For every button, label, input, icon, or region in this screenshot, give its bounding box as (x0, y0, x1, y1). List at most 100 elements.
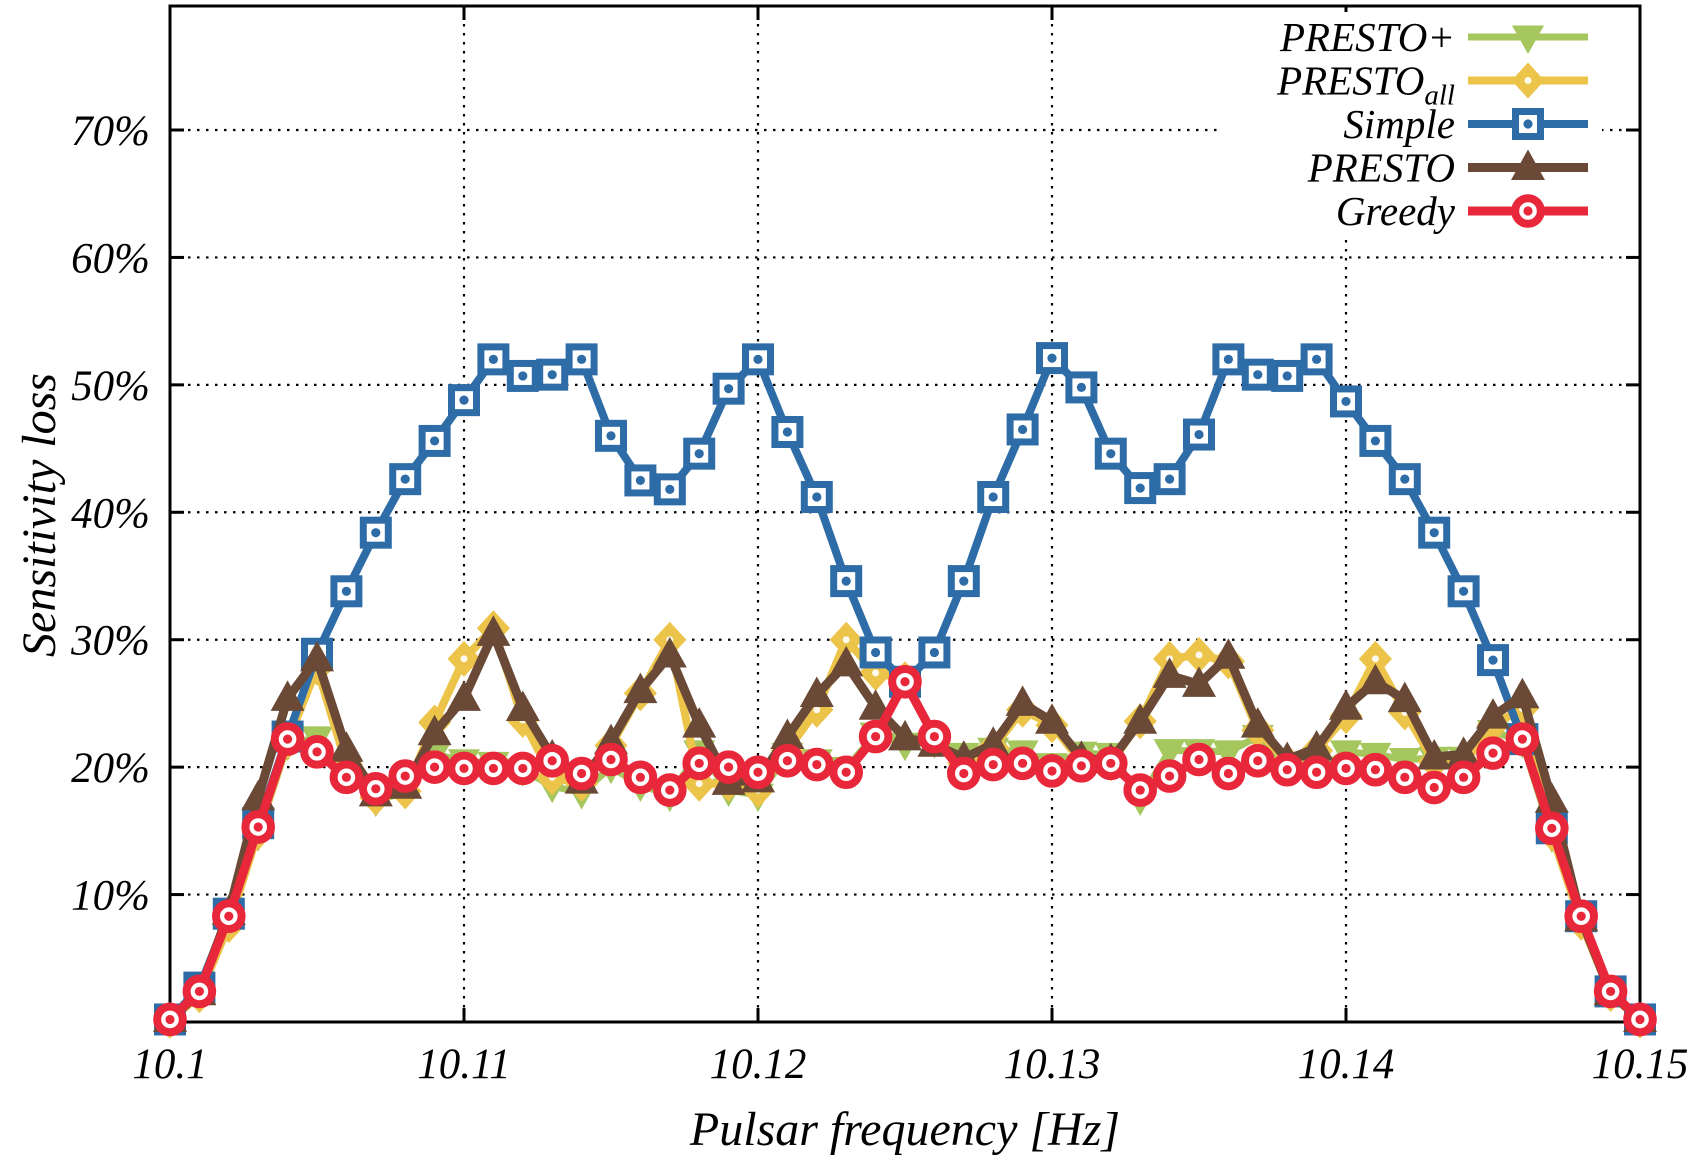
circle-marker-dot (1253, 756, 1263, 766)
triangle-up-marker (1329, 689, 1363, 720)
x-tick-label: 10.13 (1004, 1041, 1101, 1088)
legend-label-PRESTO+: PRESTO+ (1279, 14, 1455, 60)
square-marker (330, 575, 363, 608)
triangle-up-marker (829, 645, 864, 677)
circle-marker-dot (165, 1014, 175, 1025)
circle-marker-dot (782, 756, 793, 766)
square-marker-dot (841, 576, 851, 586)
circle-marker-dot (253, 822, 263, 832)
triangle-up-marker (682, 707, 717, 738)
series-Greedy (153, 664, 1657, 1037)
square-marker-dot (1523, 119, 1533, 129)
circle-marker-dot (1576, 911, 1586, 921)
circle-marker-dot (1312, 767, 1322, 777)
x-tick-label: 10.12 (710, 1041, 807, 1088)
circle-marker-dot (1076, 761, 1086, 771)
triangle-up-marker (1446, 736, 1481, 767)
x-tick-label: 10.11 (417, 1041, 511, 1088)
triangle-up-marker (1299, 730, 1334, 761)
square-marker-dot (635, 475, 646, 486)
square-marker-dot (1047, 353, 1057, 363)
circle-marker-dot (606, 754, 616, 765)
triangle-up-marker (1476, 698, 1510, 729)
square-marker-dot (1459, 586, 1469, 596)
y-tick-label: 40% (71, 490, 150, 537)
square-marker-dot (753, 354, 763, 364)
square-marker-dot (959, 576, 969, 586)
diamond-marker-dot (842, 636, 850, 644)
legend-entry-PRESTO_all: PRESTOall (1276, 58, 1588, 112)
square-marker-dot (1429, 528, 1439, 538)
legend-entry-Simple: Simple (1343, 101, 1588, 147)
legend-label-Simple: Simple (1343, 101, 1455, 147)
triangle-up-marker (1152, 657, 1187, 688)
circle-marker-dot (841, 767, 851, 777)
square-marker-dot (929, 647, 940, 658)
triangle-up-marker (770, 718, 805, 750)
square-marker-dot (1488, 655, 1498, 665)
triangle-up-marker (976, 726, 1011, 757)
triangle-up-marker (447, 680, 481, 711)
square-marker-dot (400, 474, 410, 484)
square-marker-dot (812, 492, 822, 502)
circle-marker-dot (224, 911, 234, 921)
square-marker-dot (547, 370, 557, 380)
circle-marker-dot (459, 763, 469, 774)
circle-marker-dot (1547, 823, 1557, 833)
circle-marker-dot (547, 756, 557, 766)
square-marker-dot (606, 431, 616, 441)
square-marker-dot (988, 492, 998, 502)
triangle-up-marker (888, 719, 922, 751)
y-tick-label: 60% (71, 235, 150, 282)
diamond-marker-dot (872, 669, 880, 677)
circle-marker-dot (635, 772, 646, 782)
circle-marker-dot (1194, 754, 1204, 765)
circle-marker-dot (518, 763, 528, 774)
circle-marker-dot (812, 759, 822, 770)
triangle-up-marker (1005, 685, 1040, 716)
square-marker-dot (371, 528, 381, 538)
circle-marker-dot (1165, 771, 1175, 781)
circle-marker-dot (900, 677, 910, 687)
y-tick-label: 30% (70, 618, 150, 665)
y-axis-title: Sensitivity loss (13, 373, 66, 657)
diamond-marker-dot (813, 706, 821, 714)
triangle-up-marker (1123, 703, 1158, 734)
circle-marker-dot (1223, 768, 1233, 779)
triangle-up-marker (476, 615, 511, 646)
triangle-up-marker (799, 676, 834, 708)
square-marker (536, 358, 569, 391)
circle-marker-dot (1047, 766, 1057, 776)
circle-marker-dot (1635, 1014, 1645, 1025)
square-marker-dot (1341, 396, 1351, 407)
circle-marker-dot (1018, 758, 1028, 768)
y-tick-label: 20% (71, 745, 150, 792)
square-marker-dot (871, 647, 881, 658)
y-tick-label: 50% (71, 363, 150, 410)
triangle-up-marker (300, 640, 334, 672)
square-marker (1359, 424, 1392, 457)
circle-marker-dot (1523, 206, 1533, 216)
triangle-down-marker (1212, 740, 1245, 769)
square-marker-dot (1400, 474, 1410, 484)
square-marker (506, 359, 539, 392)
square-marker-dot (518, 371, 528, 381)
square-marker (1153, 463, 1186, 496)
square-marker-dot (724, 384, 734, 394)
triangle-up-marker (417, 714, 452, 746)
square-marker-dot (1135, 483, 1145, 493)
y-tick-label: 70% (71, 108, 150, 155)
square-marker-dot (694, 449, 704, 459)
square-marker-dot (341, 586, 351, 596)
x-tick-label: 10.14 (1298, 1041, 1395, 1088)
circle-marker-dot (371, 784, 381, 794)
circle-marker-dot (1517, 734, 1527, 744)
triangle-down-marker (1153, 739, 1186, 768)
circle-marker-dot (1135, 785, 1145, 795)
square-marker-dot (665, 484, 675, 494)
square-marker-dot (488, 354, 498, 364)
circle-marker-dot (194, 986, 204, 997)
